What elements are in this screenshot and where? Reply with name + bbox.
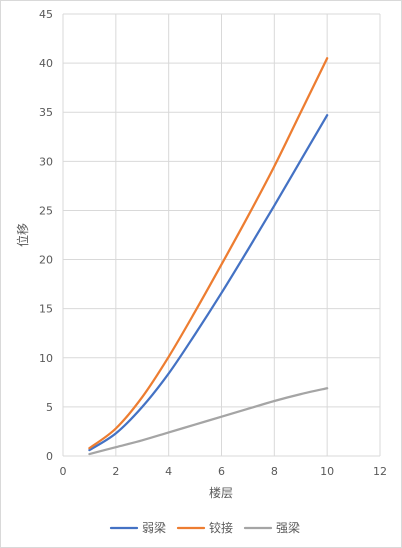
y-tick-label: 10 [39, 352, 53, 365]
y-axis-ticks: 0 5 10 15 20 25 30 35 40 45 [39, 8, 53, 463]
y-tick-label: 35 [39, 106, 53, 119]
y-tick-label: 25 [39, 204, 53, 217]
plot-series [88, 57, 329, 456]
y-tick-label: 15 [39, 303, 53, 316]
y-tick-label: 40 [39, 57, 53, 70]
x-tick-label: 12 [373, 465, 387, 478]
x-tick-label: 2 [112, 465, 119, 478]
series-line-2 [88, 387, 329, 456]
x-axis-ticks: 0 2 4 6 8 10 12 [60, 465, 388, 478]
y-tick-label: 0 [46, 450, 53, 463]
series-line-1 [88, 57, 329, 450]
y-axis-title: 位移 [15, 223, 30, 247]
y-tick-label: 30 [39, 155, 53, 168]
y-tick-label: 20 [39, 254, 53, 267]
legend-label-1: 铰接 [209, 520, 233, 535]
y-tick-label: 45 [39, 8, 53, 21]
x-tick-label: 6 [218, 465, 225, 478]
legend-label-0: 弱梁 [142, 520, 166, 535]
legend-label-2: 强梁 [276, 520, 300, 535]
x-tick-label: 10 [320, 465, 334, 478]
x-tick-label: 4 [165, 465, 172, 478]
x-tick-label: 0 [60, 465, 67, 478]
legend: 弱梁 铰接 强梁 [109, 520, 300, 535]
x-axis-title: 楼层 [209, 485, 233, 500]
gridlines [62, 13, 381, 457]
x-tick-label: 8 [271, 465, 278, 478]
y-tick-label: 5 [46, 401, 53, 414]
series-line-0 [88, 114, 329, 452]
